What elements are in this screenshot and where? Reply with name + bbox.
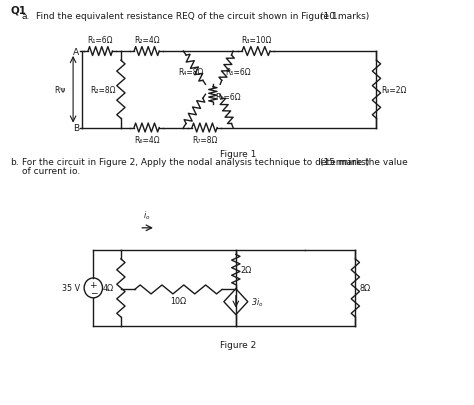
Text: R₉=2Ω: R₉=2Ω <box>381 85 407 94</box>
Text: of current io.: of current io. <box>22 167 80 176</box>
Text: 35 V: 35 V <box>62 284 81 293</box>
Text: R₆=4Ω: R₆=4Ω <box>134 136 159 145</box>
Text: R₂=4Ω: R₂=4Ω <box>134 36 159 45</box>
Text: $i_o$: $i_o$ <box>143 209 150 221</box>
Text: Find the equivalent resistance REQ of the circuit shown in Figure 1.: Find the equivalent resistance REQ of th… <box>36 12 341 21</box>
Text: A: A <box>73 47 80 56</box>
Text: 8Ω: 8Ω <box>360 284 371 293</box>
Text: Figure 2: Figure 2 <box>220 340 256 349</box>
Text: For the circuit in Figure 2, Apply the nodal analysis technique to determine the: For the circuit in Figure 2, Apply the n… <box>22 158 407 167</box>
Text: Figure 1: Figure 1 <box>220 150 257 159</box>
Text: Rᴵᴪ: Rᴵᴪ <box>55 85 66 94</box>
Text: 4Ω: 4Ω <box>102 284 114 293</box>
Text: +: + <box>90 280 97 289</box>
Text: 3$i_o$: 3$i_o$ <box>251 296 263 308</box>
Text: a.: a. <box>22 12 30 21</box>
Text: (10 marks): (10 marks) <box>320 12 369 21</box>
Text: R₇=8Ω: R₇=8Ω <box>192 136 217 145</box>
Text: (15 marks): (15 marks) <box>320 158 369 167</box>
Text: R₆=6Ω: R₆=6Ω <box>216 93 241 102</box>
Text: B: B <box>73 124 80 133</box>
Text: R₃=10Ω: R₃=10Ω <box>241 36 271 45</box>
Text: R₄=8Ω: R₄=8Ω <box>178 68 203 77</box>
Text: 10Ω: 10Ω <box>170 296 186 306</box>
Text: 2Ω: 2Ω <box>240 265 252 274</box>
Text: −: − <box>90 287 97 296</box>
Text: Q1: Q1 <box>10 5 27 15</box>
Text: R₅=6Ω: R₅=6Ω <box>225 68 250 77</box>
Text: b.: b. <box>10 158 19 167</box>
Text: R₁=6Ω: R₁=6Ω <box>88 36 113 45</box>
Text: R₂=8Ω: R₂=8Ω <box>90 85 115 94</box>
